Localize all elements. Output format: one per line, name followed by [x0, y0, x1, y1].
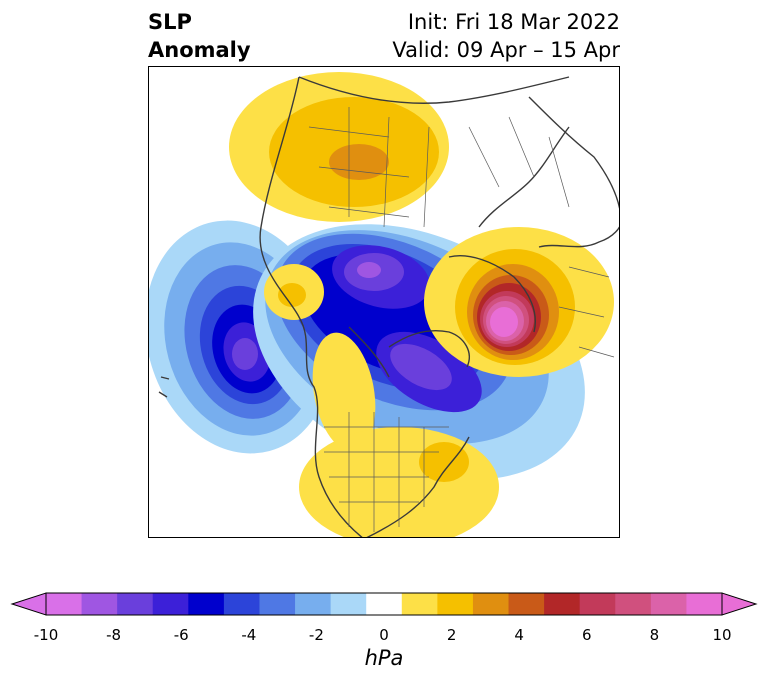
colorbar-segment — [188, 593, 225, 615]
colorbar-segment — [615, 593, 652, 615]
siberia-high — [229, 72, 449, 222]
colorbar-tick-label: 4 — [514, 626, 524, 644]
colorbar-tick-label: 2 — [446, 626, 457, 644]
political-borders — [308, 107, 615, 532]
colorbar-tick-label: -8 — [106, 626, 122, 644]
scandinavia-high — [424, 227, 614, 377]
colorbar-tick-label: 0 — [379, 626, 389, 644]
colorbar-segment — [46, 593, 83, 615]
colorbar-tick-label: -6 — [173, 626, 189, 644]
colorbar-tick-label: 6 — [582, 626, 592, 644]
colorbar-segment — [81, 593, 118, 615]
map-canvas — [149, 72, 619, 537]
slp-anomaly-map — [148, 66, 620, 538]
colorbar-tick-label: -10 — [33, 626, 59, 644]
colorbar-segment — [472, 593, 510, 615]
colorbar-tick-label: -4 — [241, 626, 257, 644]
colorbar-segment — [117, 593, 154, 615]
colorbar-tick-label: 8 — [649, 626, 660, 644]
colorbar-segment — [437, 593, 474, 615]
colorbar-tick-label: 10 — [712, 626, 732, 644]
forecast-dates: Init: Fri 18 Mar 2022 Valid: 09 Apr – 15… — [392, 10, 620, 62]
colorbar-segment — [295, 593, 332, 615]
colorbar-segment — [401, 593, 438, 615]
colorbar-segment — [650, 593, 687, 615]
colorbar-segment — [152, 593, 189, 615]
colorbar-segment — [686, 593, 723, 615]
coastlines — [158, 76, 619, 537]
western-ridge — [264, 264, 376, 452]
colorbar-segment — [508, 593, 545, 615]
colorbar-extend-min — [10, 592, 47, 616]
colorbar-segment — [259, 593, 296, 615]
colorbar-segment — [223, 593, 260, 615]
colorbar-segment — [366, 593, 403, 615]
colorbar — [10, 592, 758, 616]
colorbar-segment — [544, 593, 581, 615]
colorbar-extend-max — [721, 592, 758, 616]
colorbar-segment — [330, 593, 367, 615]
map-title: SLP Anomaly — [148, 10, 251, 62]
colorbar-frame — [45, 592, 723, 616]
colorbar-units: hPa — [364, 646, 404, 670]
colorbar-tick-label: -2 — [308, 626, 324, 644]
colorbar-segment — [579, 593, 616, 615]
